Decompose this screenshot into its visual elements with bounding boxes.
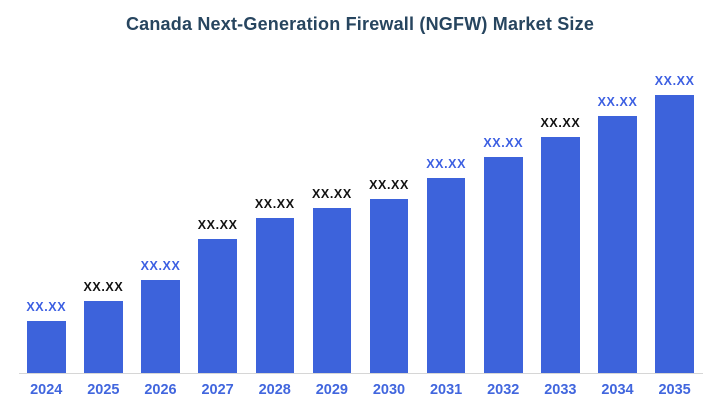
year-label: 2028 (258, 382, 291, 398)
year-label: 2025 (87, 382, 120, 398)
bar (27, 321, 66, 373)
value-label: XX.XX (483, 136, 524, 150)
bar (141, 280, 180, 373)
year-label: 2029 (315, 382, 349, 398)
value-label: XX.XX (597, 95, 638, 109)
bar (255, 218, 294, 373)
year-label: 2027 (201, 382, 234, 398)
bar (369, 199, 409, 373)
bar-column-2028: XX.XX 2028 (254, 60, 295, 398)
bar-column-2030: XX.XX 2030 (369, 60, 409, 398)
bar-column-2035: XX.XX 2035 (654, 60, 695, 398)
year-label: 2030 (372, 382, 406, 398)
year-label: 2033 (544, 382, 577, 398)
bar-column-2033: XX.XX 2033 (540, 60, 581, 398)
chart-title: Canada Next-Generation Firewall (NGFW) M… (125, 14, 595, 34)
year-label: 2026 (144, 382, 177, 398)
plot-area: XX.XX 2024 XX.XX 2025 XX.XX 2026 XX.XX 2027 XX.X… (19, 60, 703, 398)
value-label: XX.XX (426, 157, 467, 171)
bar (484, 157, 523, 373)
bar-columns: XX.XX 2024 XX.XX 2025 XX.XX 2026 XX.XX 2027 XX.X… (26, 60, 695, 398)
bar (655, 95, 694, 373)
bar (84, 301, 123, 373)
bar-column-2025: XX.XX 2025 (83, 60, 124, 398)
value-label: XX.XX (654, 74, 695, 88)
year-label: 2024 (30, 382, 63, 398)
year-label: 2035 (658, 382, 691, 398)
bar (426, 178, 466, 373)
bar-column-2029: XX.XX 2029 (311, 60, 352, 398)
value-label: XX.XX (369, 178, 409, 192)
bar (198, 239, 237, 373)
value-label: XX.XX (311, 187, 352, 201)
bar-column-2031: XX.XX 2031 (426, 60, 467, 398)
bar-column-2034: XX.XX 2034 (597, 60, 638, 398)
value-label: XX.XX (26, 300, 67, 314)
value-label: XX.XX (254, 197, 295, 211)
value-label: XX.XX (197, 218, 238, 232)
value-label: XX.XX (140, 259, 181, 273)
bar-column-2027: XX.XX 2027 (197, 60, 238, 398)
bar-column-2026: XX.XX 2026 (140, 60, 181, 398)
value-label: XX.XX (83, 280, 124, 294)
year-label: 2034 (601, 382, 634, 398)
value-label: XX.XX (540, 116, 581, 130)
year-label: 2032 (487, 382, 520, 398)
bar-column-2032: XX.XX 2032 (483, 60, 524, 398)
bar (541, 137, 580, 373)
bar (598, 116, 637, 373)
bar-column-2024: XX.XX 2024 (26, 60, 67, 398)
bar (312, 208, 352, 373)
year-label: 2031 (429, 382, 463, 398)
